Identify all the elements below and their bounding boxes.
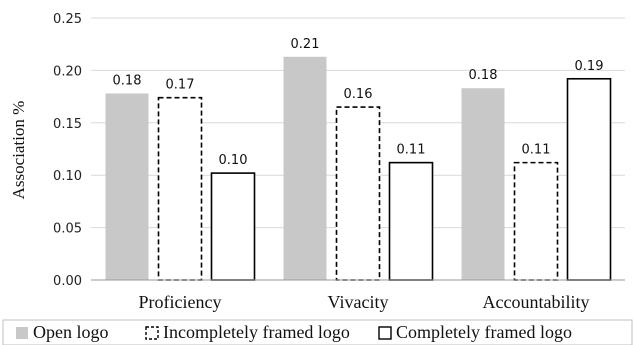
y-axis-ticks: 0.00 0.05 0.10 0.15 0.20 0.25 <box>53 12 82 289</box>
y-tick-label: 0.15 <box>53 117 82 132</box>
legend-swatch <box>378 326 392 340</box>
bars <box>105 56 612 281</box>
bar-vivacity-series-2 <box>335 106 381 281</box>
data-label: 0.11 <box>522 143 551 158</box>
data-label: 0.17 <box>166 78 195 93</box>
data-label: 0.10 <box>219 153 248 168</box>
data-label: 0.18 <box>469 68 498 83</box>
legend-label: Open logo <box>33 322 109 342</box>
x-tick-label: Proficiency <box>139 292 222 312</box>
x-tick-label: Accountability <box>483 292 590 312</box>
legend: Open logo Incompletely framed logo Complet… <box>2 319 633 345</box>
data-label: 0.18 <box>113 73 142 88</box>
bar-vivacity-series-3 <box>388 161 434 281</box>
data-label: 0.16 <box>344 87 373 102</box>
data-labels: 0.18 0.17 0.10 0.21 0.16 0.11 0.18 0.11 0.19 <box>113 37 604 168</box>
bar-proficiency-series-1 <box>105 93 149 281</box>
y-tick-label: 0.20 <box>53 64 82 79</box>
bar-proficiency-series-2 <box>157 96 203 281</box>
bar-accountability-series-2 <box>513 161 559 281</box>
legend-label: Completely framed logo <box>396 322 572 342</box>
category-labels: Proficiency Vivacity Accountability <box>139 292 590 312</box>
data-label: 0.21 <box>291 37 320 52</box>
y-tick-label: 0.10 <box>53 169 82 184</box>
legend-swatch <box>145 326 159 340</box>
bar-accountability-series-1 <box>461 88 505 280</box>
data-label: 0.19 <box>575 59 604 74</box>
bar-accountability-series-3 <box>566 77 612 281</box>
y-tick-label: 0.25 <box>53 12 82 27</box>
legend-label: Incompletely framed logo <box>163 322 350 342</box>
bar-vivacity-series-1 <box>283 56 327 280</box>
legend-border <box>2 319 633 345</box>
bar-proficiency-series-3 <box>210 172 256 281</box>
y-tick-label: 0.05 <box>53 222 82 237</box>
y-tick-label: 0.00 <box>53 274 82 289</box>
y-axis-title: Association % <box>9 101 28 200</box>
data-label: 0.11 <box>397 143 426 158</box>
x-tick-label: Vivacity <box>328 292 389 312</box>
legend-swatch <box>16 327 28 339</box>
